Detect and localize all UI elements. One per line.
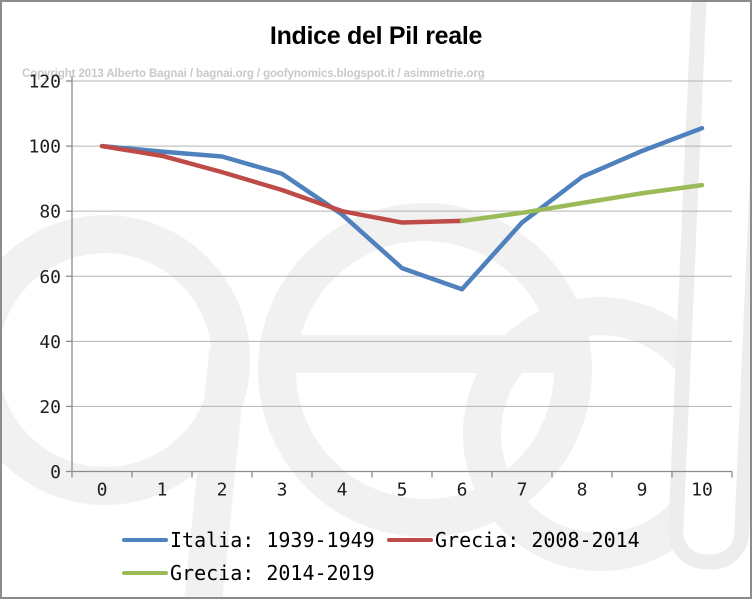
y-tick-label: 80: [39, 202, 61, 223]
y-tick-label: 40: [39, 332, 61, 353]
legend-label-grecia-2008: Grecia: 2008-2014: [435, 528, 640, 552]
series-line-0: [99, 125, 705, 292]
watermark-letter-d-stem: [668, 2, 750, 570]
y-tick-label: 120: [28, 72, 61, 93]
legend-item-grecia-2014-2019: Grecia: 2014-2019: [122, 560, 375, 586]
x-tick-label: 2: [217, 480, 228, 501]
legend-swatch-grecia-2014-icon: [122, 570, 168, 576]
x-tick-label: 5: [397, 480, 408, 501]
copyright-watermark: Copyright 2013 Alberto Bagnai / bagnai.o…: [22, 68, 485, 80]
y-tick-label: 60: [39, 267, 61, 288]
x-tick-label: 8: [577, 480, 588, 501]
chart-title: Indice del Pil reale: [269, 22, 483, 50]
y-tick-label: 100: [28, 137, 61, 158]
legend-label-italia: Italia: 1939-1949: [170, 528, 375, 552]
x-tick-label: 3: [277, 480, 288, 501]
legend-item-grecia-2008-2014: Grecia: 2008-2014: [387, 527, 640, 553]
x-tick-label: 0: [97, 480, 108, 501]
x-tick-label: 6: [457, 480, 468, 501]
legend-swatch-italia-icon: [122, 537, 168, 543]
x-tick-label: 7: [517, 480, 528, 501]
x-tick-label: 1: [157, 480, 168, 501]
series-line-2: [459, 182, 705, 224]
x-tick-label: 10: [691, 480, 713, 501]
x-tick-label: 9: [637, 480, 648, 501]
legend-label-grecia-2014: Grecia: 2014-2019: [170, 561, 375, 585]
series-line-1: [99, 143, 465, 225]
y-tick-label: 20: [39, 397, 61, 418]
legend-swatch-grecia-2008-icon: [387, 537, 433, 543]
x-tick-label: 4: [337, 480, 348, 501]
watermark-letter-q-tail: [184, 335, 247, 597]
legend-item-italia-1939-1949: Italia: 1939-1949: [122, 527, 375, 553]
y-tick-label: 0: [50, 462, 61, 483]
